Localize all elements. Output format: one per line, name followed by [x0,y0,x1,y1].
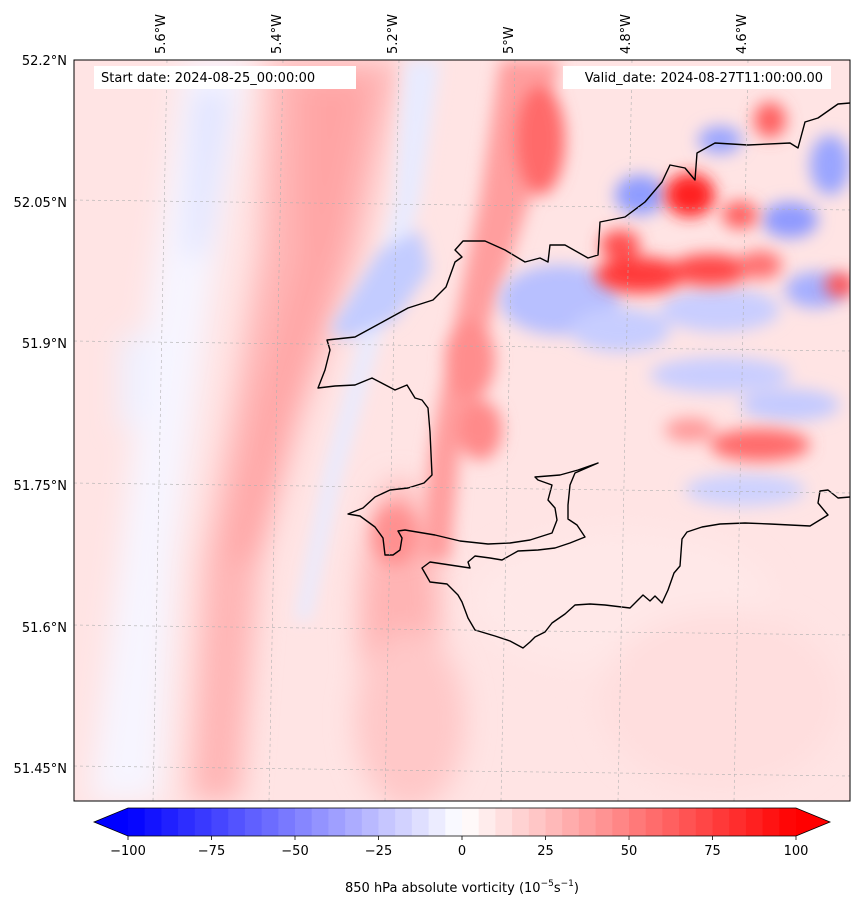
longitude-label: 5.6°W [154,14,169,54]
northeast-red-patches [595,102,850,461]
colorbar-segment [629,808,647,836]
colorbar-title-exponent-2: −1 [561,879,574,889]
colorbar-tick-label: −75 [198,844,225,859]
colorbar-segment [161,808,179,836]
colorbar-segment [679,808,697,836]
colorbar-segment [745,808,763,836]
colorbar-segment [662,808,680,836]
colorbar-segment [295,808,313,836]
coastline-north [317,102,850,649]
colorbar-title-main: 850 hPa absolute vorticity (10 [345,881,541,896]
colorbar-segment [395,808,413,836]
latitude-label: 51.9°N [22,337,67,352]
colorbar-segment [712,808,730,836]
colorbar-title-exponent-1: −5 [541,879,554,889]
colorbar-tick-label: 100 [784,844,809,859]
colorbar-segment [762,808,780,836]
colorbar-segment [311,808,329,836]
latitude-label: 51.45°N [14,762,67,777]
colorbar [92,807,832,837]
colorbar-tick-label: 25 [537,844,554,859]
colorbar-segment [512,808,530,836]
colorbar-title-end: ) [574,881,579,896]
colorbar-ticks: −100 −75 −50 −25 0 25 50 75 100 [110,836,808,859]
colorbar-segment [278,808,296,836]
start-date-box [94,66,356,89]
colorbar-segment [578,808,596,836]
colorbar-segment [378,808,396,836]
colorbar-segment [211,808,229,836]
colorbar-segment [428,808,446,836]
colorbar-segment [695,808,713,836]
colorbar-segment [144,808,162,836]
colorbar-segment [328,808,346,836]
start-date-label: Start date: 2024-08-25_00:00:00 [101,71,315,86]
colorbar-segment [478,808,496,836]
colorbar-segment [411,808,429,836]
colorbar-tick-label: 0 [458,844,466,859]
colorbar-segment [194,808,212,836]
colorbar-extend-max [796,808,830,836]
colorbar-segment [545,808,563,836]
longitude-labels: 5.6°W 5.4°W 5.2°W 5°W 4.8°W 4.6°W [154,14,750,54]
colorbar-segment [528,808,546,836]
colorbar-title-mid: s [554,881,561,896]
southeast-light-area [470,530,840,790]
colorbar-extend-min [94,808,128,836]
colorbar-segment [178,808,196,836]
longitude-label: 4.6°W [735,14,750,54]
colorbar-segment [779,808,797,836]
northeast-blue-patches [500,126,850,506]
colorbar-segment [228,808,246,836]
colorbar-segment [729,808,747,836]
western-pale-band [90,60,250,801]
blue-strip [295,60,440,620]
colorbar-segment [361,808,379,836]
latitude-label: 52.2°N [22,54,67,69]
longitude-label: 5.4°W [270,14,285,54]
valid-date-label: Valid_date: 2024-08-27T11:00:00.00 [585,71,823,86]
colorbar-segment [261,808,279,836]
latitude-label: 51.6°N [22,621,67,636]
colorbar-segment [595,808,613,836]
latitude-label: 52.05°N [14,196,67,211]
vorticity-field: Start date: 2024-08-25_00:00:00 Valid_da… [74,60,850,801]
colorbar-title: 850 hPa absolute vorticity (10−5s−1) [345,879,579,896]
colorbar-tick-label: 75 [704,844,721,859]
coastline [317,102,850,649]
valid-date-box [563,66,831,89]
colorbar-segment [128,808,146,836]
colorbar-segment [562,808,580,836]
colorbar-segment [645,808,663,836]
colorbar-tick-label: 50 [621,844,638,859]
colorbar-tick-label: −25 [365,844,392,859]
latitude-label: 51.75°N [14,479,67,494]
latitude-labels: 52.2°N 52.05°N 51.9°N 51.75°N 51.6°N 51.45°N [14,54,67,777]
colorbar-segment [462,808,480,836]
colorbar-segment [612,808,630,836]
longitude-label: 5.2°W [386,14,401,54]
map-frame [73,59,851,802]
colorbar-segment [345,808,363,836]
colorbar-segment [244,808,262,836]
colorbar-tick-label: −50 [281,844,308,859]
diagonal-positive-band [190,60,400,801]
longitude-label: 5°W [502,26,517,54]
longitude-label: 4.8°W [619,14,634,54]
colorbar-segment [445,808,463,836]
colorbar-tick-label: −100 [110,844,146,859]
colorbar-segment [495,808,513,836]
